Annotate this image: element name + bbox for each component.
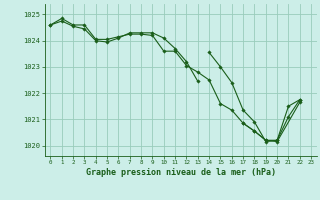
X-axis label: Graphe pression niveau de la mer (hPa): Graphe pression niveau de la mer (hPa) [86,168,276,177]
